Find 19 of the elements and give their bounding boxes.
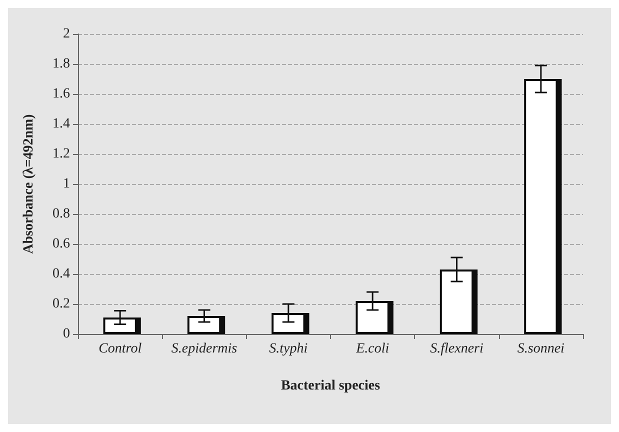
y-tick-label: 1.6 bbox=[52, 86, 70, 102]
y-tick-label: 0.4 bbox=[52, 266, 70, 282]
x-tick-label: S.typhi bbox=[269, 342, 308, 356]
y-tick-label: 0.2 bbox=[52, 296, 70, 312]
y-tick-label: 1 bbox=[63, 176, 70, 192]
y-tick-label: 0 bbox=[63, 326, 70, 342]
y-tick-label: 1.2 bbox=[52, 146, 70, 162]
x-tick-label: Control bbox=[98, 342, 142, 356]
x-tick-label: E.coli bbox=[355, 342, 390, 356]
x-tick-label: S.flexneri bbox=[430, 342, 484, 356]
y-tick-label: 2 bbox=[63, 26, 70, 42]
x-tick-label: S.epidermis bbox=[171, 342, 238, 356]
y-axis-title: Absorbance (λ=492nm) bbox=[22, 114, 36, 254]
y-tick-label: 1.4 bbox=[52, 116, 70, 132]
x-tick-label: S.sonnei bbox=[517, 342, 565, 356]
y-tick-label: 1.8 bbox=[52, 56, 70, 72]
x-axis-title: Bacterial species bbox=[280, 378, 381, 394]
y-tick-label: 0.6 bbox=[52, 236, 70, 252]
y-tick-label: 0.8 bbox=[52, 206, 70, 222]
